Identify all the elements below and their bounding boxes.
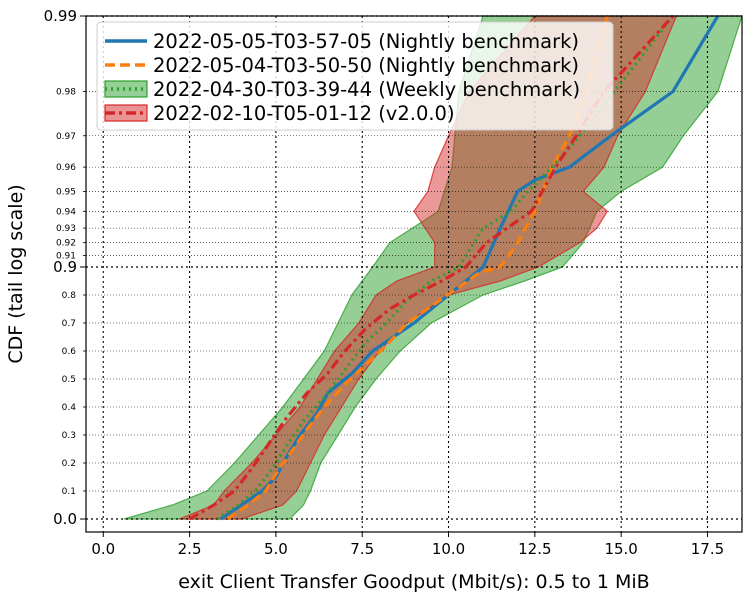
x-tick-label-2: 5.0 [264,540,288,558]
series-4-line [188,14,675,521]
x-tick-label-7: 17.5 [691,540,724,558]
y-minor-tick-label-10: 0.93 [56,224,76,234]
series-4-legend-label: 2022-02-10-T05-01-12 (v2.0.0) [153,102,455,125]
band-2 [178,15,678,520]
x-tick-label-6: 15.0 [604,540,637,558]
series-2-legend-label: 2022-05-04-T03-50-50 (Nightly benchmark) [153,54,579,77]
legend-box [96,21,614,131]
y-minor-tick-label-0: 0.1 [62,487,76,497]
series-lines [188,14,720,521]
y-minor-tick-label-11: 0.94 [56,207,76,217]
x-tick-label-4: 10.0 [432,540,465,558]
y-minor-tick-label-5: 0.6 [62,347,77,357]
x-tick-label-0: 0.0 [91,540,115,558]
y-minor-tick-label-7: 0.8 [62,291,77,301]
legend: 2022-05-05-T03-57-05 (Nightly benchmark)… [96,21,614,131]
y-minor-tick-label-4: 0.5 [62,375,76,385]
y-minor-tick-label-15: 0.98 [56,88,76,98]
plot-frame [85,15,743,533]
series-1-legend-label: 2022-05-05-T03-57-05 (Nightly benchmark) [153,30,579,53]
y-minor-tick-label-3: 0.4 [62,403,77,413]
y-minor-tick-label-2: 0.3 [62,431,76,441]
x-axis-label: exit Client Transfer Goodput (Mbit/s): 0… [178,571,649,593]
y-minor-tick-label-6: 0.7 [62,319,76,329]
y-major-tick-label-0: 0.0 [53,510,77,528]
x-tick-label-1: 2.5 [178,540,202,558]
y-minor-tick-label-14: 0.97 [56,132,76,142]
y-major-tick-label-2: 0.99 [44,7,77,25]
y-axis-label: CDF (tail log scale) [5,184,27,363]
y-minor-tick-label-1: 0.2 [62,459,76,469]
y-minor-tick-label-13: 0.96 [56,163,76,173]
y-minor-tick-label-12: 0.95 [56,187,76,197]
axis-ticks: 0.0 2.5 5.0 7.5 10.0 12.5 15.0 17.5 0.0 0.9 0.99 0.… [44,7,725,558]
y-minor-tick-label-9: 0.92 [56,239,76,249]
series-3-line [216,15,675,521]
y-major-tick-label-1: 0.9 [53,258,77,276]
y-minor-tick-label-8: 0.91 [56,252,76,262]
x-tick-label-3: 7.5 [350,540,374,558]
series-3-legend-label: 2022-04-30-T03-39-44 (Weekly benchmark) [153,78,580,101]
x-tick-label-5: 12.5 [518,540,551,558]
